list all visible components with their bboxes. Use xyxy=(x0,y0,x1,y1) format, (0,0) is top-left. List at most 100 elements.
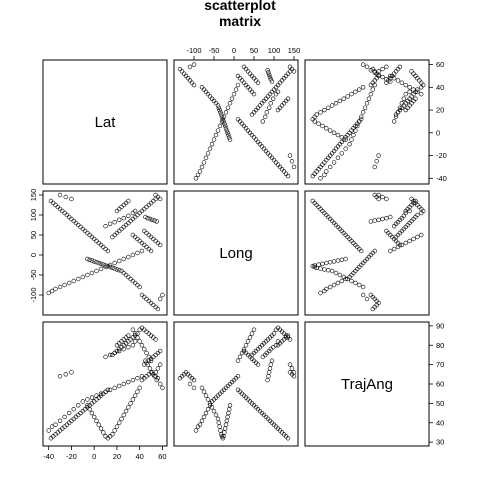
data-point xyxy=(135,236,140,242)
data-point xyxy=(135,335,140,340)
data-point xyxy=(82,228,88,234)
data-point xyxy=(277,105,283,110)
data-point xyxy=(110,265,115,270)
data-point xyxy=(112,428,117,433)
data-point xyxy=(69,216,74,222)
panel-frame xyxy=(304,190,430,316)
data-point xyxy=(112,232,117,238)
data-point xyxy=(85,256,90,262)
data-point xyxy=(211,98,217,104)
data-point xyxy=(105,248,111,254)
data-point xyxy=(135,389,140,394)
data-point xyxy=(253,78,259,83)
data-point xyxy=(153,304,158,310)
tick-label: 50 xyxy=(29,231,38,239)
data-point xyxy=(94,418,99,424)
data-point xyxy=(142,294,147,300)
data-point xyxy=(291,374,297,379)
data-point xyxy=(287,69,293,74)
matrix-panels: Lat Long TrajAng -100 -50 0 50 100 150 -40 -20 0 20 4… xyxy=(29,46,447,461)
data-point xyxy=(126,220,131,226)
data-point xyxy=(211,408,217,414)
data-point xyxy=(128,218,133,224)
data-point xyxy=(380,194,385,200)
data-point xyxy=(89,410,95,416)
data-point xyxy=(76,276,81,282)
data-point xyxy=(285,96,291,101)
tick-label: 60 xyxy=(436,60,444,69)
data-point xyxy=(380,216,385,222)
data-point xyxy=(376,217,381,223)
data-point xyxy=(343,256,348,262)
data-point xyxy=(239,350,245,356)
data-point xyxy=(155,194,161,200)
variable-label-trajang: TrajAng xyxy=(341,376,393,393)
data-point xyxy=(189,80,195,85)
data-point xyxy=(318,110,323,115)
data-point xyxy=(121,224,126,230)
panel-frame xyxy=(173,190,299,316)
data-point xyxy=(147,366,153,371)
data-point xyxy=(225,414,230,420)
data-point xyxy=(353,89,358,95)
data-point xyxy=(287,153,293,158)
data-point xyxy=(207,94,213,99)
data-point xyxy=(237,119,243,124)
data-point xyxy=(237,354,243,360)
data-point xyxy=(148,234,154,240)
data-point xyxy=(85,272,90,278)
data-point xyxy=(117,420,122,425)
data-point xyxy=(324,169,329,174)
data-point xyxy=(94,260,99,265)
data-point xyxy=(273,85,279,90)
data-point xyxy=(335,155,341,161)
data-point xyxy=(251,110,257,115)
tick-label: 40 xyxy=(136,452,144,461)
data-point xyxy=(153,238,158,244)
tick-label: -40 xyxy=(43,452,54,461)
data-point xyxy=(275,89,281,95)
data-point xyxy=(265,151,271,156)
data-point xyxy=(380,66,385,72)
data-point xyxy=(413,96,418,101)
data-point xyxy=(132,331,138,336)
data-point xyxy=(144,204,149,210)
data-point xyxy=(137,339,142,344)
data-point xyxy=(333,101,339,106)
data-point xyxy=(222,430,227,435)
data-point xyxy=(157,381,163,387)
data-point xyxy=(148,200,154,206)
data-point xyxy=(215,128,221,133)
data-point xyxy=(63,194,68,200)
data-point xyxy=(211,137,217,142)
data-point xyxy=(283,171,289,176)
data-point xyxy=(126,213,131,219)
data-point xyxy=(130,397,136,402)
bottom-axis-lat: -40 -20 0 20 40 60 xyxy=(43,446,167,461)
data-point xyxy=(53,422,58,427)
data-point xyxy=(199,418,205,424)
data-point xyxy=(205,151,211,156)
data-point xyxy=(126,405,131,410)
data-point xyxy=(63,372,68,377)
panel-long-vs-long: Long xyxy=(173,190,299,316)
data-point xyxy=(269,79,275,84)
data-point xyxy=(247,87,253,92)
panel-frame xyxy=(42,190,168,316)
panel-lat-vs-trajang xyxy=(304,59,430,185)
data-point xyxy=(103,224,108,229)
data-point xyxy=(227,135,232,140)
data-point xyxy=(177,66,183,72)
data-point xyxy=(291,164,297,170)
data-point xyxy=(235,73,241,79)
data-point xyxy=(107,264,113,270)
data-point xyxy=(60,208,65,214)
data-point xyxy=(279,167,285,172)
data-point xyxy=(57,418,63,424)
data-point xyxy=(143,214,148,220)
data-point xyxy=(337,98,343,104)
data-point xyxy=(199,164,205,170)
tick-label: -50 xyxy=(29,270,38,281)
data-point xyxy=(283,73,289,79)
